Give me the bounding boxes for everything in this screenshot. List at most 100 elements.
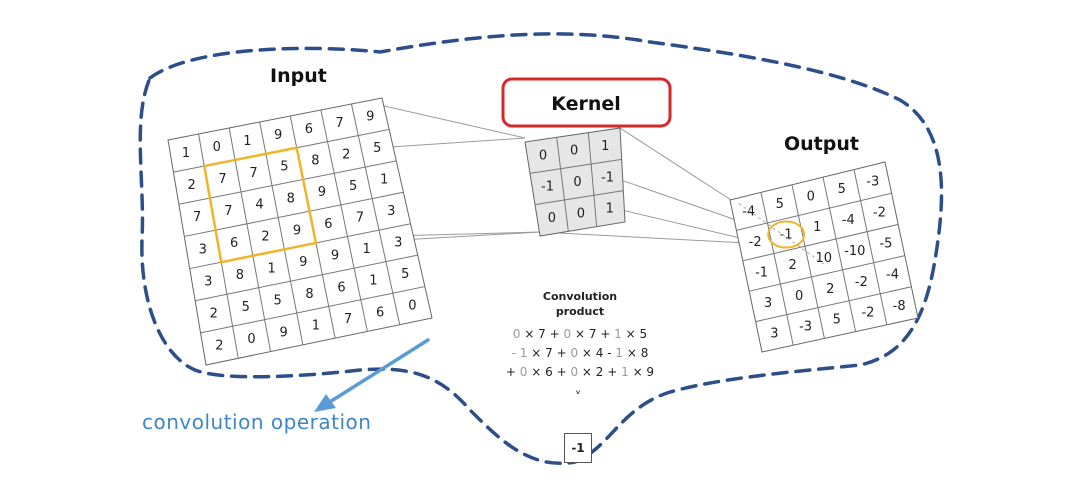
input-cell: 5 — [274, 293, 282, 308]
output-cell: 10 — [815, 251, 832, 266]
conv-equation-line: - 1 × 7 + 0 × 4 - 1 × 8 — [512, 346, 649, 360]
kernel-label-box — [501, 77, 672, 128]
output-cell: -3 — [866, 174, 879, 189]
input-cell: 2 — [215, 339, 223, 354]
output-cell: -1 — [780, 228, 793, 243]
output-cell: 3 — [764, 296, 772, 311]
input-grid: 1 0 1 9 6 7 9 2 7 7 5 8 2 5 7 7 4 8 9 5 1 3 6 2 9 6 7 3 3 8 1 9 9 1 3 2 5 5 8 6… — [167, 97, 433, 366]
input-cell: 5 — [373, 141, 381, 156]
output-cell: -1 — [755, 265, 768, 280]
output-title: Output — [784, 133, 859, 155]
input-cell: 5 — [242, 300, 250, 315]
output-cell: -2 — [861, 306, 874, 321]
output-cell: 0 — [795, 289, 803, 304]
kernel-cell: 1 — [601, 139, 609, 154]
input-cell: 3 — [394, 236, 402, 251]
input-cell: 7 — [249, 166, 257, 181]
output-cell: -10 — [844, 244, 865, 259]
output-cell: -4 — [842, 213, 855, 228]
output-background — [729, 161, 919, 353]
dashed-outline — [138, 32, 944, 465]
conv-equation-line: 0 × 7 + 0 × 7 + 1 × 5 — [513, 327, 647, 341]
input-cell: 7 — [224, 204, 232, 219]
input-cell: 2 — [187, 178, 195, 193]
input-cell: 0 — [247, 332, 255, 347]
kernel-cell: 0 — [570, 144, 578, 159]
output-cell: -4 — [742, 204, 755, 219]
input-cell: 1 — [362, 242, 370, 257]
input-cell: 6 — [337, 280, 345, 295]
input-cell: 1 — [267, 261, 275, 276]
input-cell: 9 — [318, 185, 326, 200]
output-highlight-circle — [767, 220, 806, 249]
input-cell: 9 — [274, 128, 282, 143]
output-cell: 0 — [807, 189, 815, 204]
output-cell: -5 — [879, 237, 892, 252]
input-cell: 0 — [213, 140, 221, 155]
input-cell: 1 — [182, 146, 190, 161]
output-cell: 1 — [813, 220, 821, 235]
input-cell: 1 — [312, 319, 320, 334]
conv-equation: 0 × 7 + 0 × 7 + 1 × 5 - 1 × 7 + 0 × 4 - 1… — [506, 327, 654, 379]
kernel-cell: 0 — [548, 211, 556, 226]
input-cell: 9 — [331, 249, 339, 264]
input-cell: 4 — [255, 198, 263, 213]
output-cell: -2 — [749, 235, 762, 250]
output-guide-line — [738, 203, 825, 265]
input-cell: 1 — [369, 274, 377, 289]
output-cell: 5 — [833, 313, 841, 328]
input-cell: 3 — [199, 242, 207, 257]
input-cell: 5 — [280, 160, 288, 175]
input-title: Input — [270, 65, 327, 87]
input-cell: 6 — [376, 305, 384, 320]
input-cell: 2 — [261, 230, 269, 245]
input-cell: 3 — [204, 274, 212, 289]
input-cell: 9 — [293, 223, 301, 238]
arrow-icon — [314, 338, 430, 412]
output-cell: -2 — [873, 205, 886, 220]
input-cell: 1 — [243, 134, 251, 149]
output-cell: 2 — [826, 282, 834, 297]
input-cell: 7 — [193, 210, 201, 225]
input-cell: 7 — [344, 312, 352, 327]
input-cell: 2 — [342, 147, 350, 162]
kernel-cell: 0 — [573, 175, 581, 190]
result-box: -1 — [564, 433, 592, 463]
kernel-cell: 0 — [577, 206, 585, 221]
input-cell: 3 — [387, 204, 395, 219]
conv-equation-line: + 0 × 6 + 0 × 2 + 1 × 9 — [506, 365, 654, 379]
output-cell: -2 — [855, 275, 868, 290]
input-cell: 9 — [280, 325, 288, 340]
chevron-down-icon: ˅ — [575, 390, 582, 406]
input-cell: 2 — [210, 307, 218, 322]
output-cell: -4 — [886, 268, 899, 283]
output-cell: 3 — [770, 326, 778, 341]
input-cell: 5 — [349, 179, 357, 194]
kernel-title: Kernel — [551, 93, 621, 115]
output-cell: 2 — [789, 258, 797, 273]
conv-title-line2: product — [556, 305, 604, 318]
output-cell: 5 — [776, 197, 784, 212]
input-cell: 7 — [335, 116, 343, 131]
output-cell: 5 — [838, 182, 846, 197]
output-cell: -3 — [799, 319, 812, 334]
kernel-cell: -1 — [601, 170, 614, 185]
conv-title-line1: Convolution — [543, 290, 617, 303]
kernel-cell: 1 — [606, 202, 614, 217]
input-cell: 9 — [299, 255, 307, 270]
input-cell: 8 — [287, 191, 295, 206]
input-cell: 7 — [356, 211, 364, 226]
input-highlight-region — [202, 146, 318, 264]
convolution-operation-label: convolution operation — [142, 410, 372, 434]
output-cell: -8 — [893, 299, 906, 314]
input-cell: 8 — [305, 287, 313, 302]
input-cell: 1 — [380, 173, 388, 188]
input-cell: 6 — [230, 236, 238, 251]
input-cell: 8 — [311, 154, 319, 169]
input-cell: 6 — [305, 122, 313, 137]
input-cell: 0 — [408, 299, 416, 314]
input-cell: 6 — [324, 217, 332, 232]
input-cell: 7 — [218, 172, 226, 187]
input-cell: 9 — [366, 110, 374, 125]
